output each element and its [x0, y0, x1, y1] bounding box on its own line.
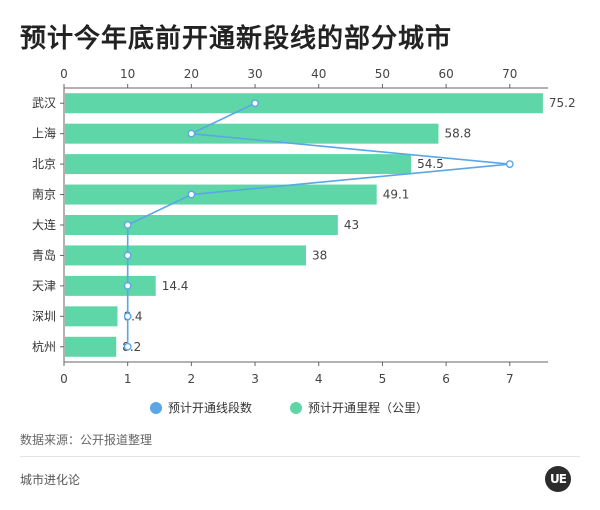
- mileage-bar: [65, 306, 118, 327]
- top-axis-tick-label: 60: [438, 67, 453, 81]
- segments-point: [251, 99, 259, 108]
- mileage-value-label: 54.5: [417, 157, 444, 171]
- segments-point: [123, 251, 132, 260]
- segments-point: [123, 312, 132, 321]
- segments-point: [187, 129, 196, 138]
- top-axis-tick-label: 10: [120, 67, 135, 81]
- segments-point: [505, 160, 514, 169]
- mileage-value-label: 43: [344, 218, 359, 232]
- segments-point: [123, 342, 132, 351]
- chart-title: 预计今年底前开通新段线的部分城市: [20, 24, 453, 54]
- mileage-bar: [65, 154, 412, 175]
- bottom-axis-tick-label: 0: [60, 372, 68, 386]
- bottom-axis-tick-label: 4: [315, 372, 323, 386]
- footer-divider: [20, 456, 580, 457]
- bottom-axis-tick-label: 5: [379, 372, 387, 386]
- mileage-bar: [65, 245, 306, 266]
- category-label: 南京: [32, 187, 56, 202]
- top-axis-tick-label: 20: [184, 67, 199, 81]
- bottom-axis-tick-label: 6: [442, 372, 450, 386]
- segments-point: [123, 221, 132, 229]
- segments-point: [187, 190, 196, 199]
- category-label: 上海: [32, 126, 56, 141]
- category-label: 大连: [32, 217, 56, 232]
- category-label: 青岛: [32, 247, 56, 262]
- legend-marker-mileage: [290, 402, 302, 414]
- bottom-axis-tick-label: 1: [124, 372, 132, 386]
- segments-point: [123, 281, 132, 290]
- mileage-bar: [65, 184, 377, 205]
- mileage-value-label: 49.1: [383, 188, 410, 202]
- mileage-value-label: 38: [312, 248, 327, 262]
- mileage-value-label: 75.2: [549, 96, 576, 110]
- category-label: 天津: [32, 279, 56, 293]
- mileage-bar: [65, 336, 117, 357]
- mileage-bar: [65, 123, 439, 144]
- mileage-bar: [65, 275, 156, 296]
- legend-marker-segments: [150, 402, 162, 414]
- category-label: 深圳: [32, 309, 56, 323]
- category-label: 北京: [32, 157, 56, 171]
- chart-canvas: 0 10 20 30 40 50 60 70 0 1 2 3 4 5 6 7 武汉 75.2 上海 58.8 北京 54.…: [32, 67, 576, 415]
- legend-label-mileage: 预计开通里程（公里）: [308, 400, 428, 415]
- category-label: 武汉: [32, 96, 56, 110]
- data-source-note: 数据来源：公开报道整理: [20, 433, 153, 447]
- bottom-axis-tick-label: 7: [506, 372, 514, 386]
- top-axis-tick-label: 30: [247, 67, 262, 81]
- brand-logo: UE: [545, 466, 571, 492]
- top-axis-tick-label: 50: [375, 67, 390, 81]
- top-axis-tick-label: 70: [502, 67, 517, 81]
- legend-label-segments: 预计开通线段数: [168, 400, 252, 415]
- mileage-value-label: 58.8: [444, 127, 471, 141]
- footer-brand: 城市进化论: [20, 473, 81, 487]
- top-axis-tick-label: 0: [60, 67, 68, 81]
- mileage-value-label: 14.4: [162, 279, 189, 293]
- category-label: 杭州: [32, 339, 56, 354]
- mileage-bar: [65, 93, 543, 114]
- bottom-axis-tick-label: 2: [188, 372, 196, 386]
- mileage-bar: [65, 215, 338, 235]
- bottom-axis-tick-label: 3: [251, 372, 259, 386]
- top-axis-tick-label: 40: [311, 67, 326, 81]
